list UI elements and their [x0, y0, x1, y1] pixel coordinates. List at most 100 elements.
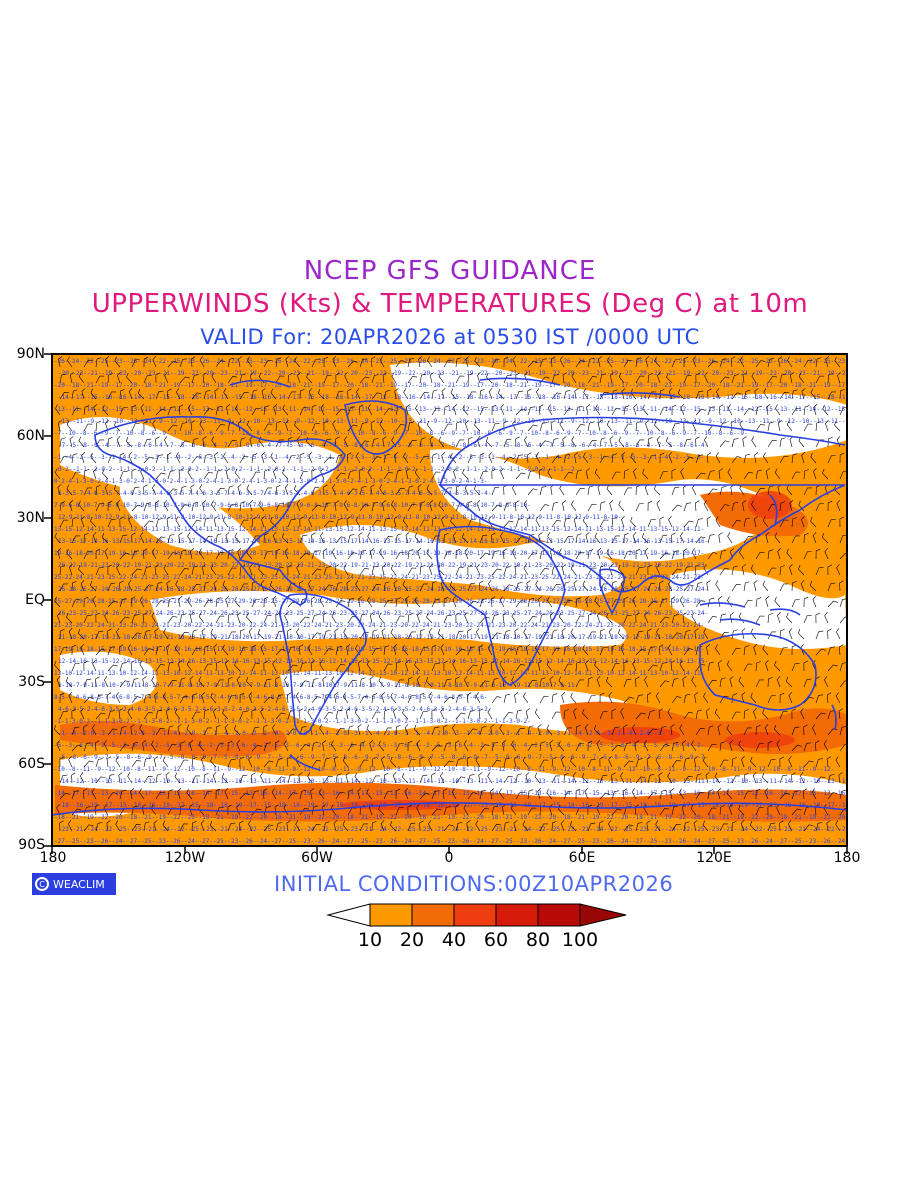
wind-barb: [515, 709, 522, 720]
wind-barb: [635, 776, 646, 784]
wind-barb: [488, 388, 493, 400]
wind-barb: [573, 708, 577, 720]
wind-barb: [263, 469, 269, 480]
wind-barb: [407, 357, 415, 368]
wind-barb: [679, 788, 685, 800]
wind-barb: [143, 456, 154, 464]
wind-barb: [56, 804, 61, 816]
wind-barb: [191, 438, 199, 448]
wind-barb: [635, 648, 646, 656]
wind-barb: [378, 740, 385, 752]
wind-barb: [381, 564, 386, 576]
wind-barb: [443, 469, 449, 480]
wind-barb: [641, 533, 649, 544]
wind-barb: [762, 644, 769, 656]
wind-barb: [83, 678, 92, 688]
wind-barb: [774, 468, 781, 480]
wind-barb: [450, 516, 457, 528]
wind-barb: [462, 404, 469, 416]
wind-barb: [522, 820, 529, 832]
wind-barb: [119, 516, 124, 528]
wind-barb: [347, 725, 354, 736]
wind-barb: [762, 580, 769, 592]
wind-barb: [369, 612, 374, 624]
wind-barb: [431, 453, 438, 464]
wind-barb: [107, 373, 113, 384]
wind-barb: [71, 772, 76, 784]
wind-barb: [287, 628, 292, 640]
wind-barb: [203, 535, 213, 544]
wind-barb: [526, 644, 531, 656]
wind-barb: [251, 663, 260, 672]
wind-barb: [236, 676, 241, 688]
wind-barb: [299, 789, 307, 800]
wind-barb: [239, 455, 249, 464]
wind-barb: [582, 708, 589, 720]
wind-barb: [583, 452, 589, 464]
wind-barb: [154, 628, 159, 640]
temp-row: -7--5--8--6--4--7--5--8--6--4--7--5--8--…: [58, 442, 708, 449]
wind-barb: [611, 808, 622, 816]
wind-barb: [515, 600, 526, 608]
wind-barb: [107, 582, 116, 592]
wind-barb: [683, 775, 693, 784]
wind-barb: [359, 823, 369, 832]
wind-barb: [827, 373, 833, 384]
wind-barb: [271, 788, 277, 800]
wind-barb: [257, 629, 265, 640]
wind-barb: [152, 420, 157, 432]
wind-barb: [573, 580, 578, 592]
wind-barb: [239, 692, 245, 704]
wind-barb: [791, 517, 797, 528]
wind-barb: [395, 360, 406, 368]
wind-barb: [317, 389, 325, 400]
wind-barb: [464, 612, 469, 624]
wind-barb: [191, 456, 202, 464]
wind-barb: [239, 501, 246, 512]
wind-barb: [417, 484, 422, 496]
wind-barb: [90, 516, 97, 528]
wind-barb: [618, 372, 625, 384]
wind-barb: [740, 820, 745, 832]
wind-barb: [371, 438, 379, 448]
wind-barb: [119, 580, 124, 592]
wind-barb: [558, 612, 565, 624]
wind-barb: [215, 551, 225, 560]
wind-barb: [777, 548, 782, 560]
wind-barb: [176, 388, 181, 400]
wind-barb: [83, 359, 93, 368]
wind-barb: [95, 694, 104, 704]
wind-barb: [431, 772, 436, 784]
wind-barb: [251, 599, 260, 608]
wind-barb: [791, 808, 802, 816]
wind-barb: [175, 452, 181, 464]
wind-barb: [787, 356, 793, 368]
wind-barb: [682, 676, 687, 688]
wind-barb: [347, 388, 352, 400]
wind-barb: [827, 455, 836, 464]
wind-barb: [608, 628, 613, 640]
wind-barb: [727, 596, 733, 608]
wind-barb: [332, 484, 337, 496]
wind-barb: [115, 692, 121, 704]
wind-barb: [656, 436, 661, 448]
wind-barb: [59, 519, 69, 528]
temp-row: 6-3-5-7-4-6-3-5-7-4-6-3-5-7-4-6-3-5-7-4-…: [58, 490, 491, 497]
wind-barb: [202, 500, 207, 512]
wind-barb: [584, 724, 589, 736]
wind-barb: [263, 742, 272, 752]
wind-barb: [658, 772, 663, 784]
wind-barb: [389, 821, 397, 832]
wind-barb: [154, 564, 159, 576]
wind-barb: [211, 436, 217, 448]
wind-barb: [707, 534, 715, 544]
wind-barb: [227, 822, 236, 832]
wind-barb: [834, 420, 841, 432]
wind-barb: [593, 725, 601, 736]
wind-barb: [515, 372, 520, 384]
wind-barb: [836, 628, 841, 640]
wind-barb: [131, 550, 140, 560]
wind-barb: [414, 532, 421, 544]
wind-barb: [167, 406, 176, 416]
wind-barb: [127, 772, 133, 784]
